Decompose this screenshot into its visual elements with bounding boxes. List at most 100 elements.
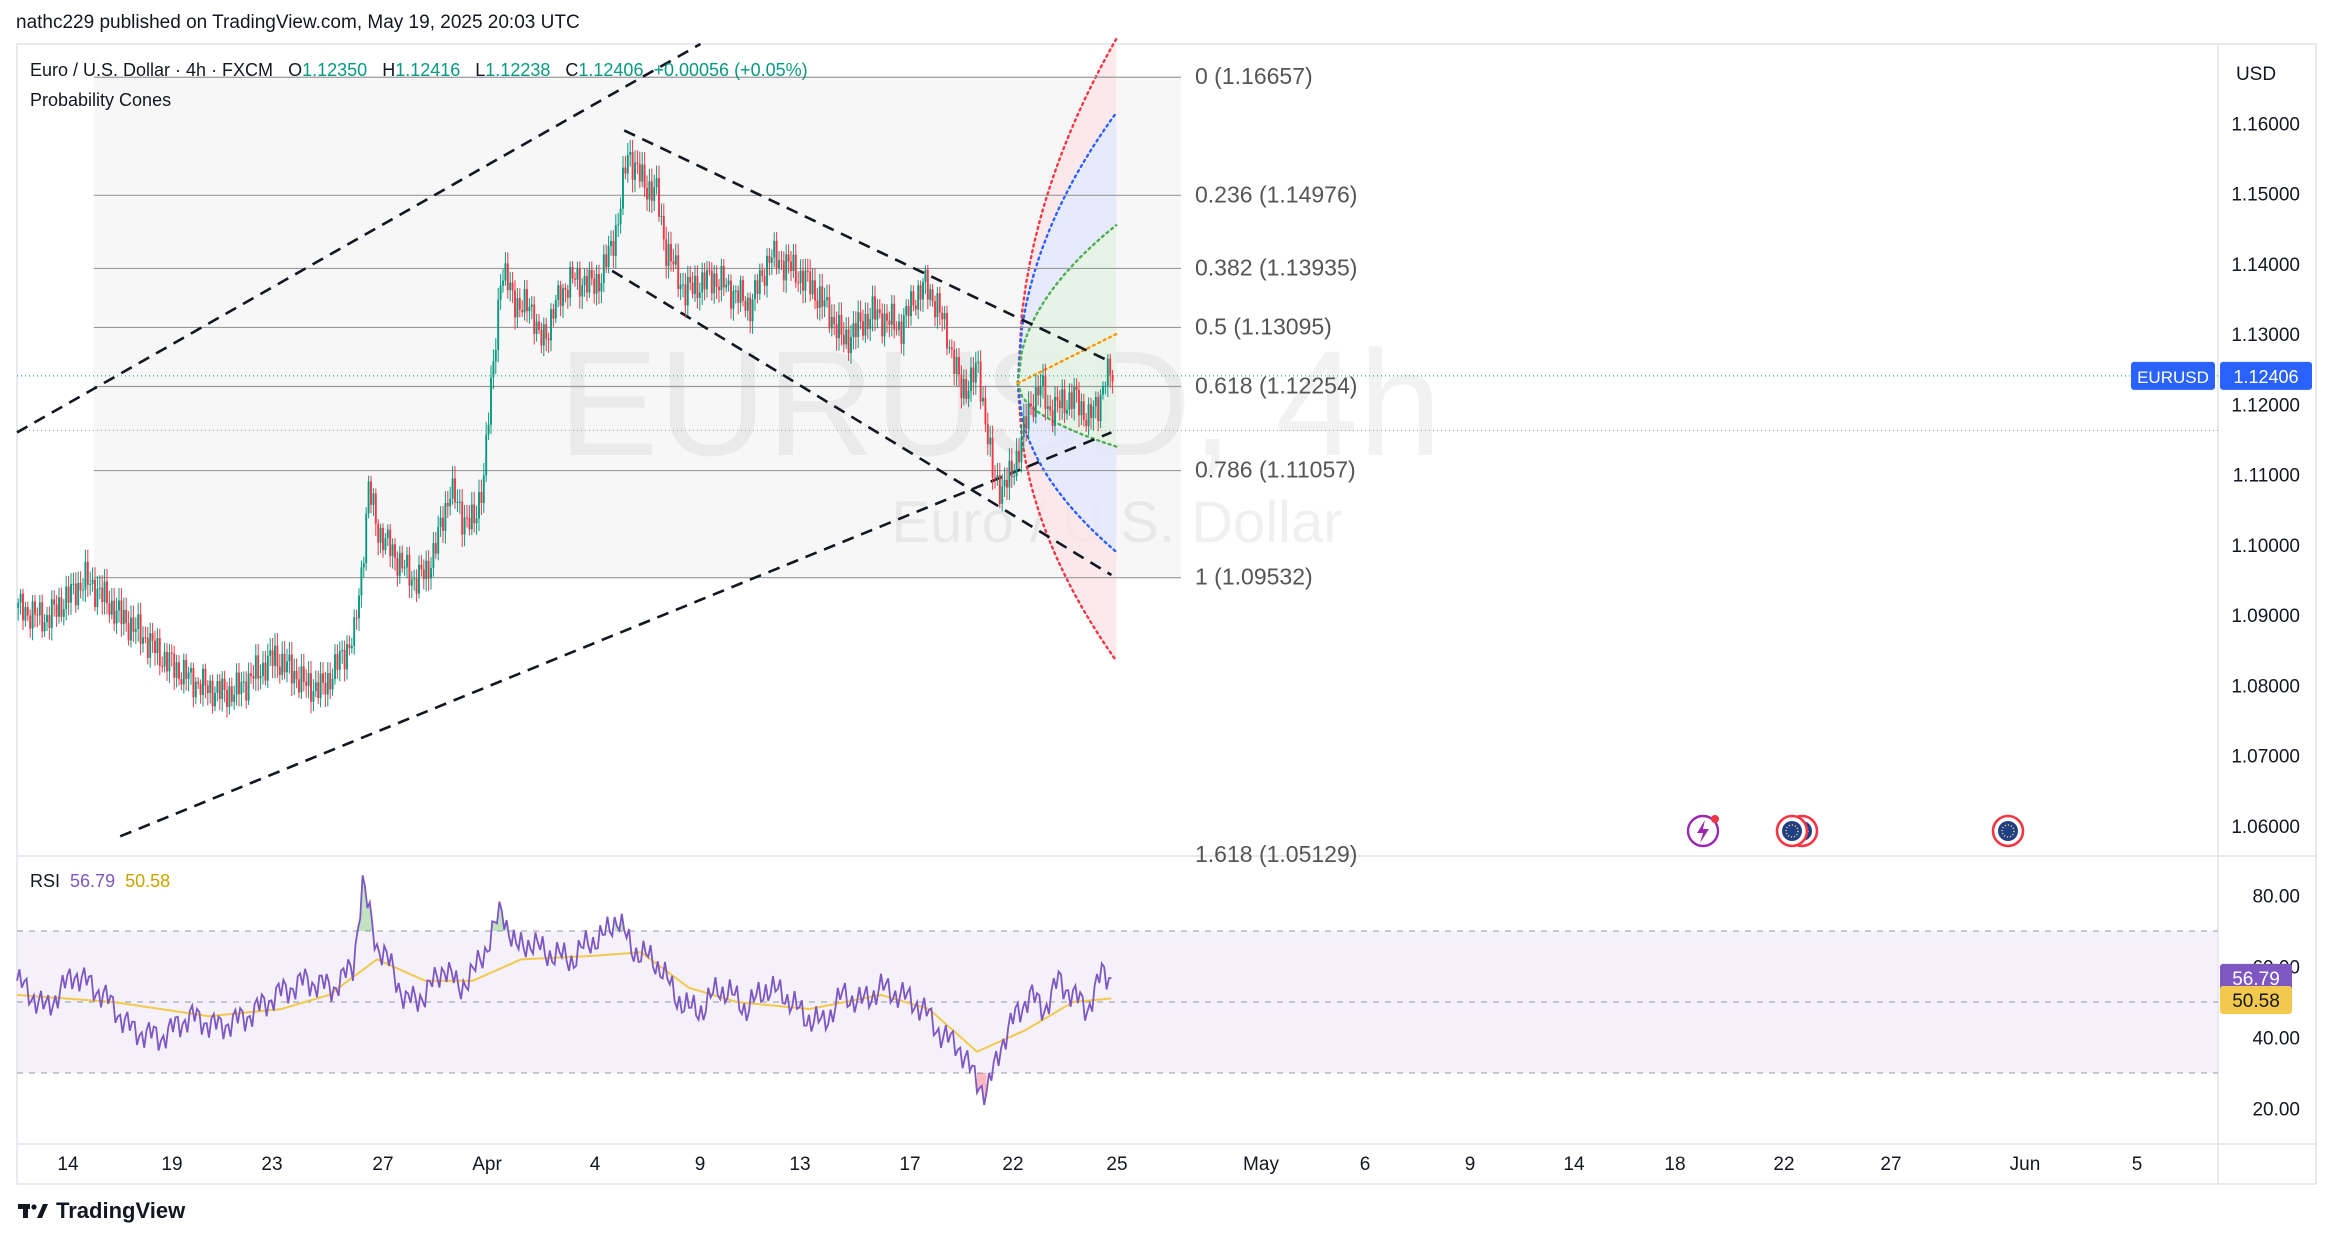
candle-body bbox=[595, 274, 598, 294]
candle-body bbox=[101, 587, 104, 603]
candle-body bbox=[982, 397, 984, 402]
candle-body bbox=[614, 225, 617, 256]
candle-body bbox=[394, 544, 396, 559]
candle-body bbox=[1094, 397, 1097, 407]
candle-body bbox=[590, 269, 593, 279]
candle-body bbox=[924, 269, 927, 283]
candle-body bbox=[490, 377, 492, 425]
fib-label-1: 1 (1.09532) bbox=[1195, 564, 1313, 590]
candle-body bbox=[79, 582, 82, 591]
rsi-overbought-fill bbox=[357, 875, 373, 931]
cone-mean-line bbox=[1016, 332, 1118, 385]
candle-body bbox=[838, 314, 840, 339]
candle-body bbox=[727, 280, 730, 285]
candle-body bbox=[655, 178, 658, 188]
candle-body bbox=[353, 617, 356, 647]
candle-body bbox=[235, 672, 238, 695]
high-label: H bbox=[382, 60, 396, 80]
candle-body bbox=[648, 181, 651, 200]
candle-body bbox=[732, 290, 735, 309]
candle-body bbox=[142, 637, 144, 644]
candle-body bbox=[998, 475, 1001, 504]
candle-body bbox=[511, 282, 514, 291]
candle-body bbox=[497, 299, 500, 350]
candle-body bbox=[782, 260, 785, 281]
candle-body bbox=[146, 637, 149, 658]
rsi-ma-legend-value: 50.58 bbox=[125, 871, 171, 891]
fib-labels: 0 (1.16657) 0.236 (1.14976) 0.382 (1.13935… bbox=[1195, 63, 1357, 867]
candle-body bbox=[319, 673, 322, 698]
candle-body bbox=[77, 582, 80, 606]
candle-body bbox=[542, 324, 545, 346]
candle-body bbox=[312, 691, 315, 702]
rsi-ma-value-tag-label: 50.58 bbox=[2232, 991, 2280, 1012]
time-axis[interactable]: 14 19 23 27 Apr 4 9 13 17 22 25 May 6 9 14 18 22 27 Jun 5 bbox=[57, 1154, 2142, 1175]
candle-body bbox=[190, 667, 192, 673]
candle-body bbox=[91, 579, 94, 584]
trend-lines[interactable] bbox=[16, 42, 1113, 838]
candle-body bbox=[866, 313, 869, 329]
candle-body bbox=[1001, 486, 1004, 504]
candle-body bbox=[382, 527, 384, 551]
candle-body bbox=[293, 671, 296, 684]
footer-brand[interactable]: TradingView bbox=[18, 1198, 185, 1224]
candle-body bbox=[989, 437, 992, 445]
rsi-band bbox=[17, 931, 2218, 1073]
candle-body bbox=[646, 188, 648, 200]
time-tick: Jun bbox=[2010, 1154, 2041, 1175]
candle-body bbox=[821, 286, 824, 307]
candle-body bbox=[583, 275, 586, 286]
indicator-legend[interactable]: Probability Cones bbox=[30, 90, 172, 110]
candle-body bbox=[816, 300, 819, 309]
candle-body bbox=[278, 666, 281, 675]
candle-body bbox=[538, 321, 540, 330]
candle-body bbox=[665, 239, 668, 267]
candle-body bbox=[703, 272, 706, 290]
candle-body bbox=[1078, 389, 1080, 416]
candle-body bbox=[850, 337, 852, 354]
event-icons[interactable] bbox=[1686, 814, 2025, 848]
candle-body bbox=[744, 300, 747, 311]
candle-body bbox=[624, 167, 627, 174]
rsi-line bbox=[16, 875, 1112, 1106]
candle-body bbox=[456, 501, 459, 503]
candle-body bbox=[540, 329, 543, 346]
candle-body bbox=[1070, 392, 1073, 409]
candle-body bbox=[871, 296, 874, 319]
rsi-legend[interactable]: RSI 56.79 50.58 bbox=[30, 871, 170, 892]
candle-body bbox=[756, 280, 759, 294]
candle-body bbox=[974, 362, 977, 383]
candle-body bbox=[571, 266, 574, 279]
candle-body bbox=[833, 316, 836, 325]
candle-body bbox=[62, 609, 65, 617]
symbol-legend[interactable]: Euro / U.S. Dollar · 4h · FXCM O1.12350 … bbox=[30, 60, 808, 81]
candle-body bbox=[247, 673, 250, 701]
candle-body bbox=[552, 309, 555, 319]
candle-body bbox=[1073, 386, 1076, 409]
candle-body bbox=[509, 282, 512, 291]
candle-body bbox=[286, 661, 288, 673]
price-axis[interactable]: USD 1.16000 1.15000 1.14000 1.13000 1.12000 1.… bbox=[2231, 64, 2300, 838]
candle-body bbox=[1090, 404, 1092, 419]
candle-body bbox=[823, 300, 826, 307]
trendline-lower-wedge bbox=[611, 269, 1113, 577]
candle-body bbox=[806, 270, 809, 272]
candle-body bbox=[115, 610, 118, 624]
candle-body bbox=[1082, 401, 1085, 420]
publisher-line: nathc229 published on TradingView.com, M… bbox=[16, 12, 580, 33]
candle-body bbox=[226, 689, 228, 708]
candle-body bbox=[1025, 416, 1028, 429]
fib-label-0.236: 0.236 (1.14976) bbox=[1195, 181, 1357, 207]
candle-body bbox=[559, 285, 562, 306]
candle-body bbox=[643, 164, 646, 189]
candle-body bbox=[847, 329, 850, 354]
fib-label-0.382: 0.382 (1.13935) bbox=[1195, 254, 1357, 280]
candle-body bbox=[106, 581, 108, 604]
fib-label-0.618: 0.618 (1.12254) bbox=[1195, 373, 1357, 399]
candle-body bbox=[1008, 460, 1011, 488]
candle-body bbox=[1010, 460, 1013, 477]
event-alert-dot bbox=[1711, 815, 1719, 823]
candle-body bbox=[36, 614, 39, 616]
